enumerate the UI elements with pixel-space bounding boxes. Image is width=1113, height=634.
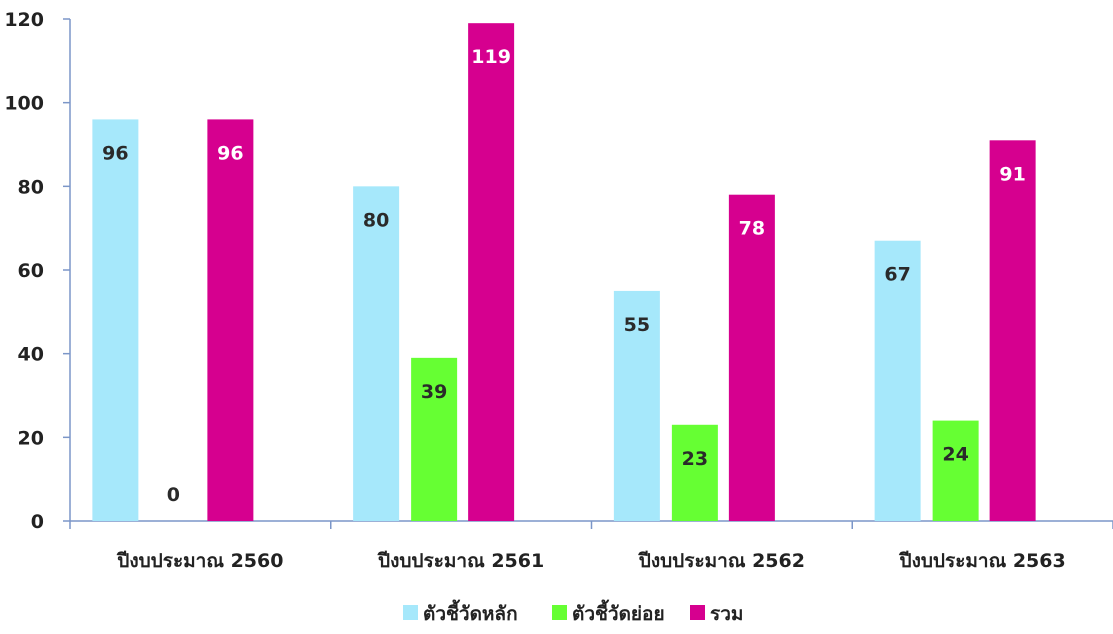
data-label: 119 [471,46,511,68]
x-category-label: ปีงบประมาณ 2561 [377,550,544,572]
legend: ตัวชี้วัดหลัก ตัวชี้วัดย่อย รวม [403,599,743,625]
bar [671,424,718,521]
data-labels: 96 0 96 80 39 119 55 23 78 67 24 91 [102,46,1026,506]
x-category-label: ปีงบประมาณ 2563 [899,550,1066,572]
data-label: 80 [363,209,389,231]
legend-label: ตัวชี้วัดหลัก [423,599,518,625]
y-tick-label: 60 [18,260,44,282]
data-label: 24 [942,444,968,466]
data-label: 23 [682,448,708,470]
bar [411,357,458,521]
bar [874,240,921,521]
bar [207,119,254,522]
bar [92,119,139,522]
y-tick-label: 20 [18,427,44,449]
bar [353,186,400,522]
bar [613,290,660,521]
bar [989,140,1036,522]
x-category-label: ปีงบประมาณ 2560 [116,550,283,572]
data-label: 67 [884,264,910,286]
data-label: 78 [739,218,765,240]
legend-label: รวม [710,603,743,625]
bar [932,420,979,521]
legend-swatch [690,605,705,620]
data-label: 55 [624,314,650,336]
bar [728,194,775,521]
y-tick-label: 0 [31,511,44,533]
y-tick-label: 120 [4,9,44,31]
legend-label: ตัวชี้วัดย่อย [572,599,665,625]
y-tick-label: 80 [18,176,44,198]
x-category-label: ปีงบประมาณ 2562 [638,550,805,572]
legend-swatch [552,605,567,620]
data-label: 0 [167,484,180,506]
data-label: 96 [102,142,128,164]
data-label: 39 [421,381,447,403]
data-label: 96 [217,142,243,164]
y-tick-label: 100 [4,93,44,115]
data-label: 91 [999,163,1025,185]
bar [468,23,515,522]
axes: 0 20 40 60 80 100 120 ปีงบประมาณ 2560 ปีงบประมาณ… [4,9,1113,572]
bars [92,23,1036,522]
y-tick-label: 40 [18,344,44,366]
legend-swatch [403,605,418,620]
